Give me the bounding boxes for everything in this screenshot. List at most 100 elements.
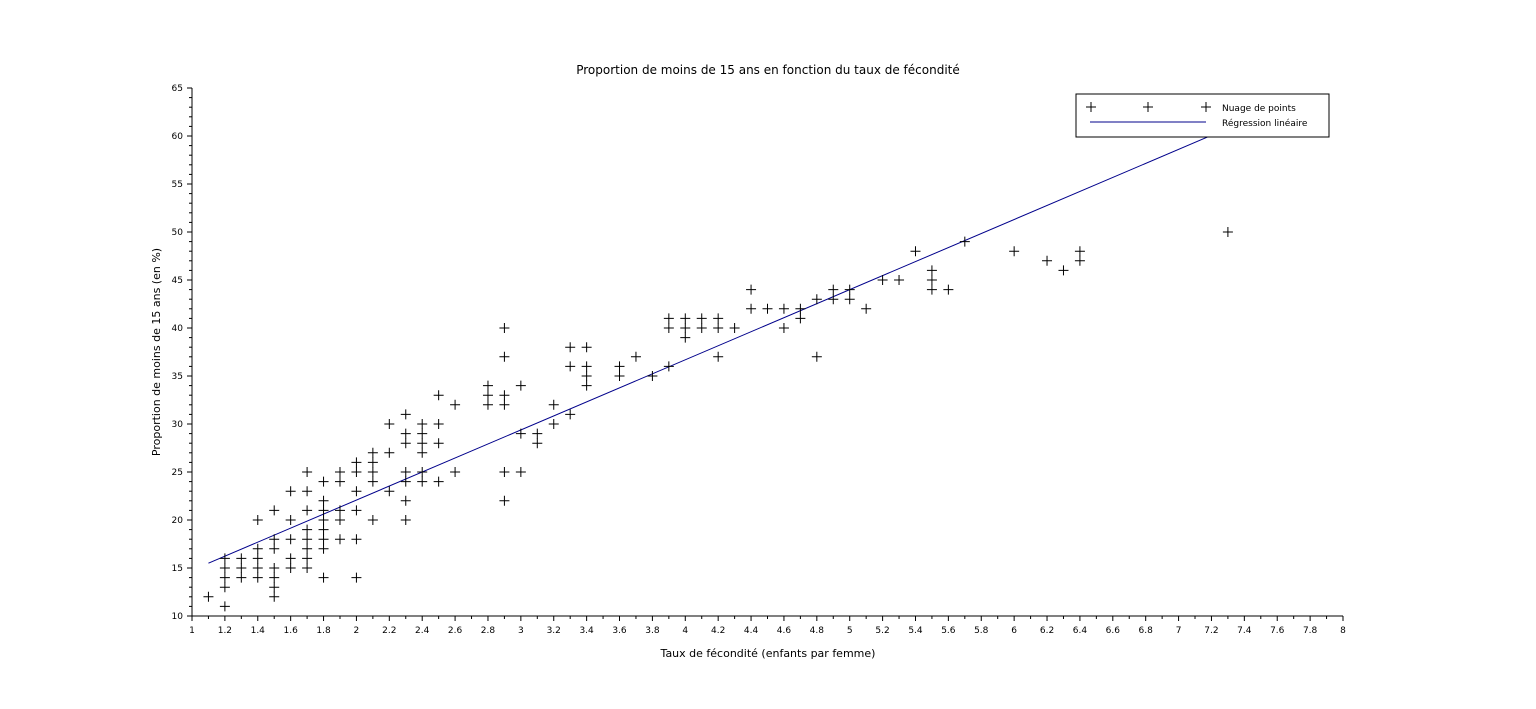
data-point <box>400 409 411 420</box>
data-point <box>219 563 230 573</box>
data-point <box>400 515 411 525</box>
data-point <box>285 515 296 525</box>
data-point <box>252 563 263 573</box>
data-point <box>302 505 313 516</box>
data-point <box>367 447 378 458</box>
data-point <box>450 399 461 410</box>
x-tick-label: 2.4 <box>415 626 430 636</box>
data-point <box>318 572 329 583</box>
data-point <box>894 275 905 285</box>
data-point <box>844 294 855 305</box>
data-point <box>663 361 674 372</box>
y-tick-label: 25 <box>172 468 183 478</box>
data-point <box>334 515 345 525</box>
legend-marker-plus <box>1086 102 1096 112</box>
data-point <box>565 361 576 372</box>
x-tick-label: 6.2 <box>1040 626 1054 636</box>
x-tick-label: 4.2 <box>711 626 725 636</box>
data-point <box>499 399 510 410</box>
data-point <box>417 467 428 477</box>
data-point <box>252 553 263 564</box>
data-point <box>219 601 230 612</box>
data-point <box>663 323 674 333</box>
data-point <box>417 447 428 458</box>
data-point <box>351 505 362 516</box>
data-point <box>1009 246 1020 257</box>
data-point <box>828 294 839 305</box>
legend-label-regression: Régression linéaire <box>1222 118 1308 129</box>
data-point <box>499 390 510 401</box>
data-point <box>384 486 395 497</box>
data-point <box>236 572 247 583</box>
x-tick-label: 7.6 <box>1270 626 1285 636</box>
x-tick-label: 7.4 <box>1237 626 1252 636</box>
data-point <box>1058 265 1069 276</box>
data-point <box>351 467 362 477</box>
x-tick-label: 4.4 <box>744 626 759 636</box>
x-tick-label: 6 <box>1011 626 1017 636</box>
data-point <box>746 303 757 314</box>
data-point <box>482 390 493 401</box>
data-point <box>269 582 280 593</box>
data-point <box>252 515 263 525</box>
data-point <box>614 371 625 381</box>
x-tick-label: 7 <box>1176 626 1182 636</box>
x-tick-label: 1.6 <box>283 626 298 636</box>
x-tick-label: 3.4 <box>579 626 594 636</box>
data-point <box>433 419 444 429</box>
data-point <box>795 303 806 314</box>
data-point <box>795 313 806 324</box>
legend-label-scatter: Nuage de points <box>1222 104 1296 114</box>
data-point <box>943 284 954 295</box>
y-tick-label: 10 <box>172 612 184 622</box>
x-tick-label: 5 <box>847 626 853 636</box>
data-point <box>548 399 559 410</box>
x-tick-label: 5.2 <box>875 626 889 636</box>
data-point <box>318 505 329 516</box>
data-point <box>400 467 411 477</box>
data-point <box>318 476 329 487</box>
data-point <box>367 467 378 477</box>
data-point <box>269 591 280 602</box>
data-point <box>351 486 362 497</box>
data-point <box>302 534 313 545</box>
plot-area: 1 1.2 1.4 1.6 1.8 2 2.2 2.4 2.6 2.8 3 3.2 3.4 3.6 3.8 4… <box>172 84 1347 636</box>
data-point <box>515 467 526 477</box>
data-point <box>285 534 296 545</box>
x-tick-label: 6.6 <box>1106 626 1121 636</box>
data-point <box>351 457 362 468</box>
data-point <box>499 351 510 362</box>
data-point <box>219 553 230 564</box>
data-point <box>696 313 707 324</box>
data-point <box>713 351 724 362</box>
data-point <box>1074 255 1085 266</box>
x-tick-label: 3.2 <box>547 626 561 636</box>
x-tick-label: 3.6 <box>612 626 627 636</box>
data-point <box>1074 246 1085 257</box>
data-point <box>515 380 526 391</box>
data-point <box>269 563 280 573</box>
x-tick-label: 1.8 <box>316 626 331 636</box>
data-point <box>334 534 345 545</box>
data-point <box>318 534 329 545</box>
data-point <box>269 543 280 554</box>
data-point <box>302 467 313 477</box>
data-point <box>400 438 411 449</box>
data-point <box>417 438 428 449</box>
data-point <box>302 524 313 535</box>
legend-marker-plus <box>1143 102 1153 112</box>
data-point <box>302 486 313 497</box>
data-point <box>532 438 543 449</box>
data-point <box>499 467 510 477</box>
data-point <box>959 236 970 247</box>
data-point <box>877 275 888 285</box>
data-point <box>614 361 625 372</box>
data-point <box>269 505 280 516</box>
data-point <box>450 467 461 477</box>
data-point <box>515 428 526 439</box>
data-point <box>269 534 280 545</box>
x-tick-label: 4.8 <box>810 626 825 636</box>
y-tick-label: 15 <box>172 564 183 574</box>
data-point <box>581 380 592 391</box>
